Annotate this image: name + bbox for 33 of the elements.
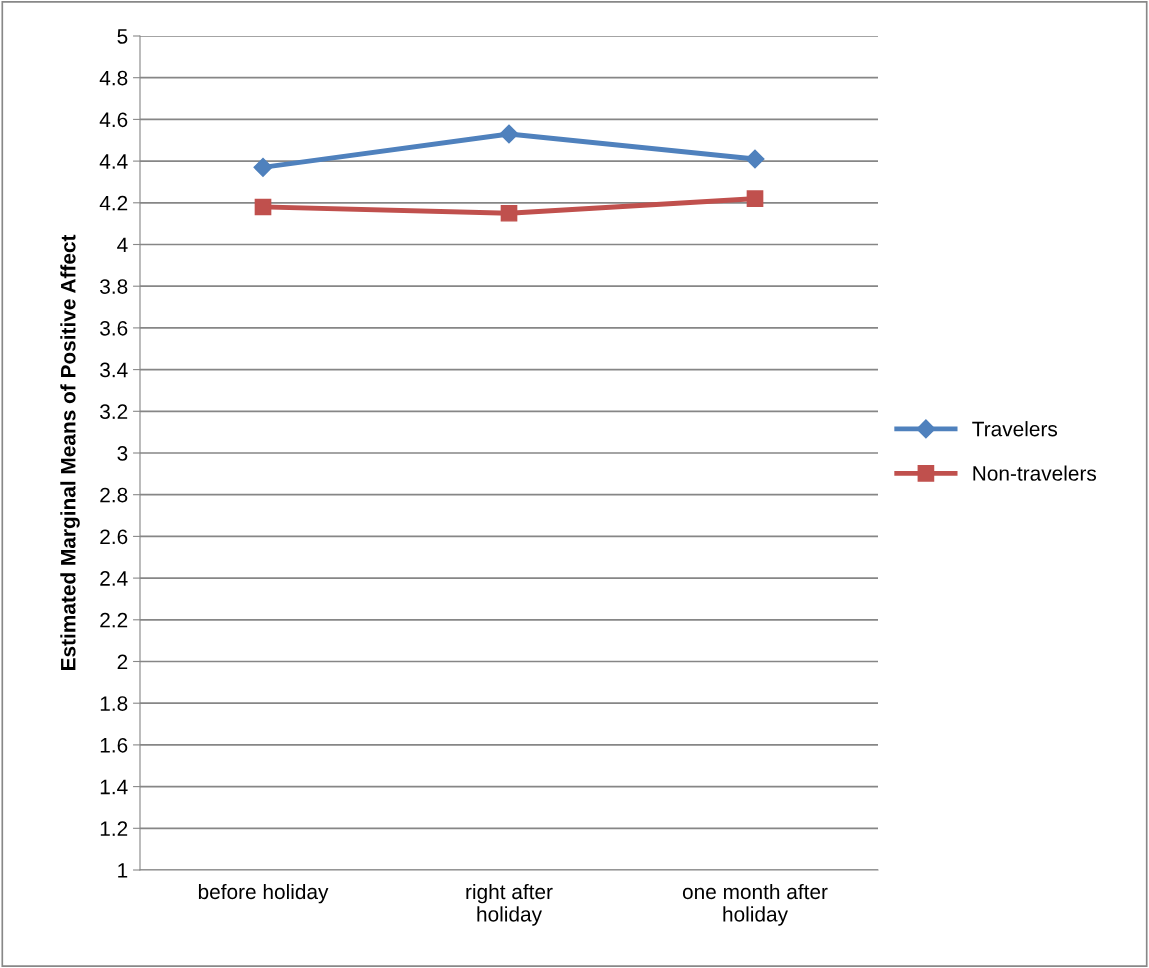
y-tick-label: 2.2 <box>100 612 128 628</box>
y-tick-label: 1.6 <box>100 737 128 753</box>
y-tick-label: 3.2 <box>100 404 128 420</box>
x-tick-label: one month after holiday <box>682 883 828 926</box>
point <box>746 190 764 207</box>
y-tick-label: 1.4 <box>100 779 128 795</box>
y-tick-label: 4.6 <box>99 112 128 128</box>
y-tick-label: 1.2 <box>100 821 128 836</box>
y-tick-label: 3.8 <box>100 279 128 294</box>
y-tick-label: 4.4 <box>99 154 128 169</box>
y-tick-label: 3 <box>117 446 128 461</box>
y-tick-label: 2.6 <box>100 529 128 545</box>
point <box>500 204 518 222</box>
y-tick-label: 5 <box>117 29 128 44</box>
y-tick-label: 1.8 <box>100 696 128 711</box>
y-axis-title: Estimated Marginal Means of Positive Affect <box>60 234 80 670</box>
y-tick-label: 3.4 <box>100 362 128 378</box>
y-tick-label: 2.4 <box>100 571 128 586</box>
y-tick-label: 3.6 <box>100 320 128 336</box>
point <box>499 124 519 144</box>
x-tick-label: right after holiday <box>466 883 553 926</box>
legend-label: Travelers <box>972 421 1058 437</box>
y-tick-label: 2.8 <box>100 487 128 503</box>
legend-label: Non-travelers <box>973 465 1097 481</box>
y-tick-label: 4 <box>117 237 128 253</box>
point <box>745 149 765 169</box>
x-tick-label: before holiday <box>198 883 329 904</box>
y-tick-label: 1 <box>118 863 128 878</box>
y-tick-label: 4.8 <box>99 70 128 86</box>
y-tick-label: 2 <box>117 654 128 670</box>
y-tick-label: 4.2 <box>99 195 128 211</box>
point <box>253 157 273 177</box>
point <box>254 198 272 216</box>
